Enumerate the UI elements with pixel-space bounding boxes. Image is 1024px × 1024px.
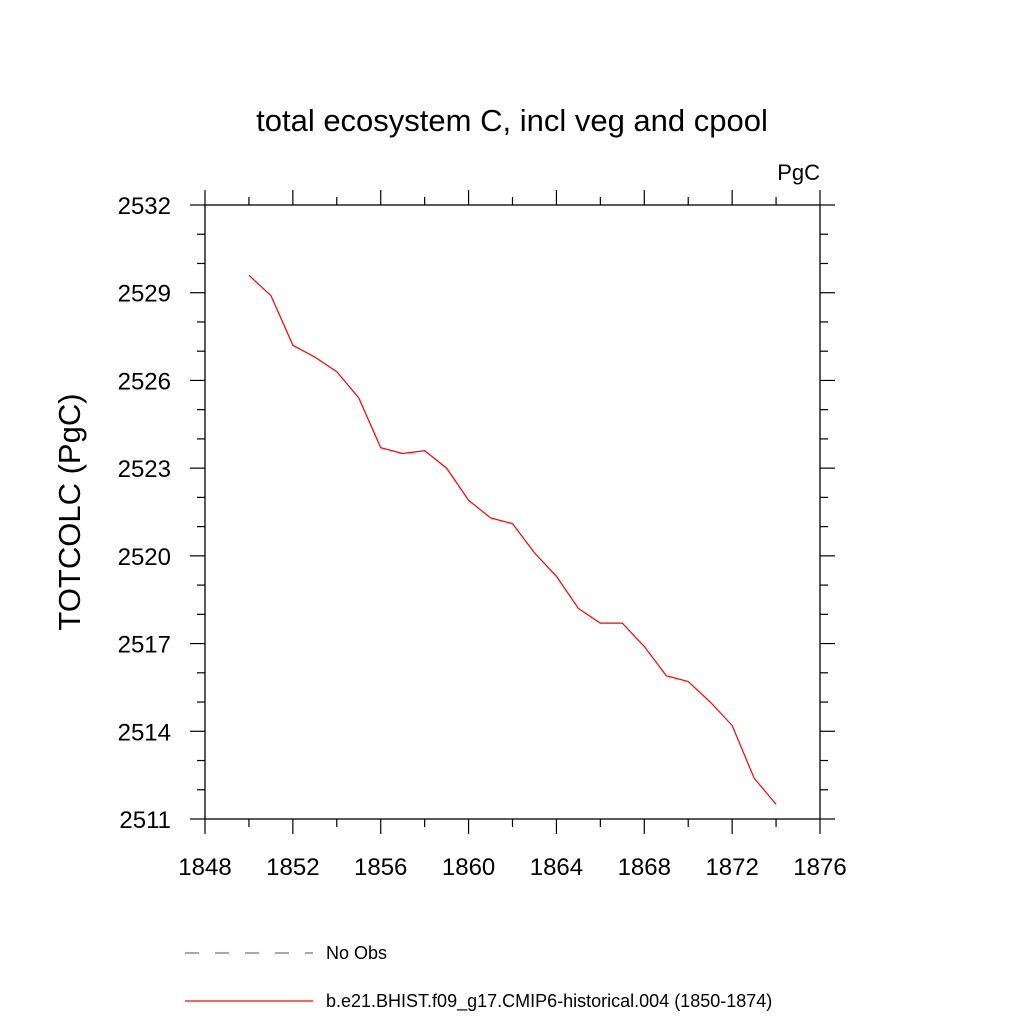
y-tick-label: 2517 xyxy=(118,632,171,659)
x-tick-label: 1876 xyxy=(793,854,846,881)
x-tick-label: 1864 xyxy=(530,854,583,881)
x-tick-label: 1848 xyxy=(178,854,231,881)
legend-label-historical: b.e21.BHIST.f09_g17.CMIP6-historical.004… xyxy=(326,991,772,1012)
plot-frame xyxy=(204,204,821,820)
x-tick-label: 1856 xyxy=(354,854,407,881)
y-tick-label: 2532 xyxy=(118,193,171,220)
legend-label-no-obs: No Obs xyxy=(326,943,387,963)
y-tick-label: 2520 xyxy=(118,544,171,571)
y-axis-label: TOTCOLC (PgC) xyxy=(52,393,87,630)
x-tick-label: 1860 xyxy=(442,854,495,881)
chart-title: total ecosystem C, incl veg and cpool xyxy=(256,103,768,138)
y-tick-label: 2523 xyxy=(118,456,171,483)
series-layer xyxy=(248,274,777,805)
y-tick-label: 2514 xyxy=(118,719,171,746)
axis-ticks xyxy=(190,190,835,834)
x-tick-label: 1872 xyxy=(705,854,758,881)
y-tick-label: 2511 xyxy=(119,807,171,834)
x-tick-label: 1868 xyxy=(618,854,671,881)
x-tick-label: 1852 xyxy=(266,854,319,881)
tick-labels: 1848 1852 1856 1860 1864 1868 1872 1876 2511 2514… xyxy=(118,193,847,881)
series-line-1 xyxy=(248,274,777,805)
y-tick-label: 2526 xyxy=(118,368,171,395)
units-label: PgC xyxy=(777,160,820,185)
legend: No Obs b.e21.BHIST.f09_g17.CMIP6-histori… xyxy=(185,943,772,1012)
y-tick-label: 2529 xyxy=(118,281,171,308)
